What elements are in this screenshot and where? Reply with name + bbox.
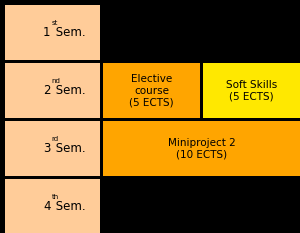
Text: Miniproject 2
(10 ECTS): Miniproject 2 (10 ECTS) [168, 138, 236, 159]
Text: 1: 1 [43, 26, 50, 39]
Bar [203, 63, 300, 118]
Text: 4: 4 [43, 200, 50, 213]
Text: Sem.: Sem. [52, 26, 85, 39]
Text: rd: rd [52, 136, 58, 142]
Text: Elective
course
(5 ECTS): Elective course (5 ECTS) [129, 74, 174, 107]
Bar [103, 63, 200, 118]
Text: nd: nd [52, 78, 60, 84]
Bar [5, 5, 100, 60]
Bar [5, 179, 100, 233]
Text: Sem.: Sem. [52, 84, 85, 97]
Text: th: th [52, 194, 59, 200]
Text: Sem.: Sem. [52, 200, 85, 213]
Text: st: st [52, 20, 58, 26]
Text: Soft Skills
(5 ECTS): Soft Skills (5 ECTS) [226, 80, 277, 101]
Bar [5, 121, 100, 176]
Text: 2: 2 [43, 84, 50, 97]
Bar [5, 63, 100, 118]
Text: 3: 3 [43, 142, 50, 155]
Text: Sem.: Sem. [52, 142, 85, 155]
Bar [103, 121, 300, 176]
